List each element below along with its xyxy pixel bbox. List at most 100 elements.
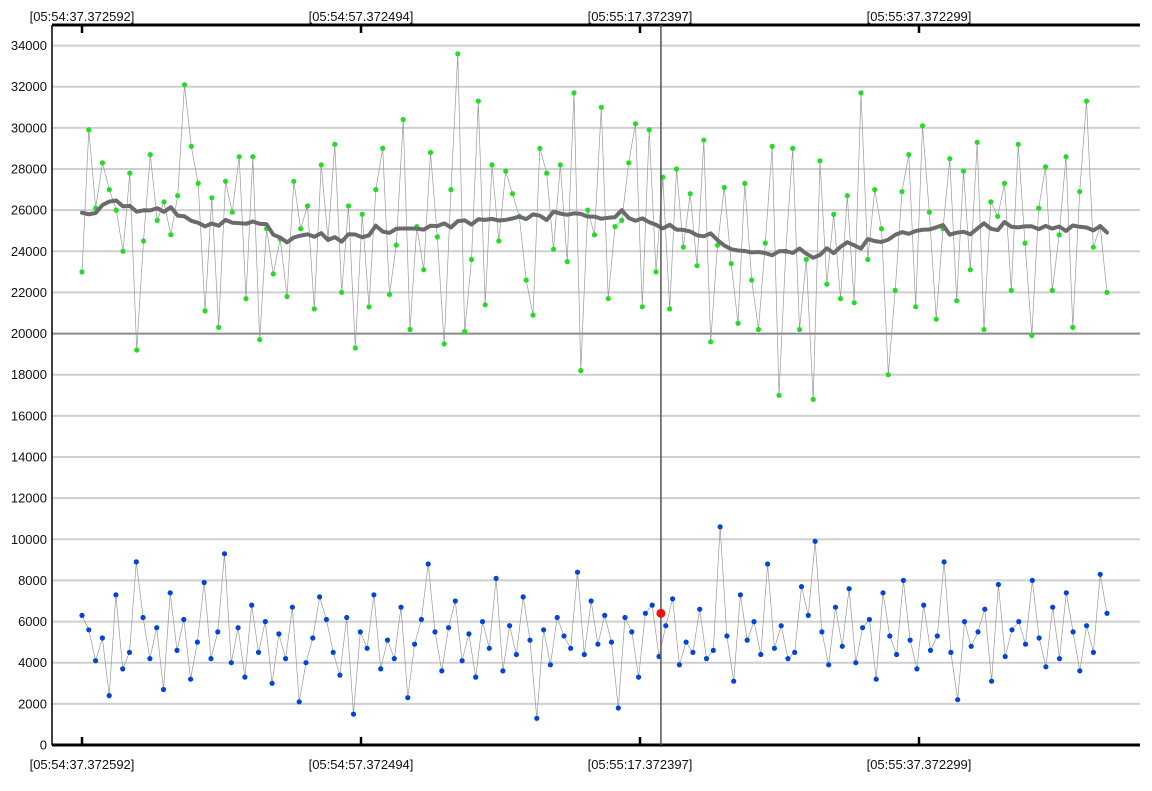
lower-series-point bbox=[1097, 571, 1103, 577]
y-tick-label: 30000 bbox=[11, 120, 47, 135]
lower-series-point bbox=[608, 639, 615, 645]
upper-series-point bbox=[216, 324, 222, 330]
lower-series-point bbox=[1036, 635, 1042, 641]
lower-series-point bbox=[697, 606, 703, 612]
lower-series-point bbox=[724, 633, 730, 639]
lower-series-point bbox=[357, 629, 363, 635]
upper-series-point bbox=[817, 158, 823, 164]
upper-series-point bbox=[270, 271, 276, 277]
lower-series-point bbox=[507, 623, 513, 629]
lower-series-point bbox=[717, 524, 723, 530]
lower-series-point bbox=[235, 625, 241, 631]
upper-series-point bbox=[468, 256, 475, 263]
lower-series-point bbox=[961, 619, 968, 625]
lower-series-point bbox=[982, 606, 988, 612]
lower-series-point bbox=[174, 647, 180, 654]
upper-series-point bbox=[755, 326, 762, 333]
lower-series-point bbox=[1029, 577, 1035, 584]
upper-series-point bbox=[509, 191, 516, 197]
lower-series-point bbox=[1084, 623, 1090, 629]
lower-series-point bbox=[513, 651, 520, 658]
upper-series-point bbox=[865, 256, 871, 263]
lower-series-point bbox=[649, 602, 655, 608]
lower-series-point bbox=[269, 680, 275, 686]
lower-series-point bbox=[785, 656, 791, 662]
upper-series-point bbox=[537, 145, 543, 151]
upper-series-point bbox=[1008, 287, 1014, 293]
lower-series-point bbox=[249, 602, 255, 608]
lower-series-point bbox=[663, 623, 669, 629]
upper-series-point bbox=[728, 261, 734, 267]
upper-series-point bbox=[427, 149, 434, 156]
upper-series-point bbox=[708, 339, 714, 345]
upper-series-point bbox=[981, 326, 987, 333]
upper-series-point bbox=[345, 203, 352, 209]
lower-series-point bbox=[323, 616, 329, 623]
lower-series-point bbox=[975, 629, 981, 635]
upper-series-point bbox=[86, 127, 92, 133]
crosshair-cursor[interactable] bbox=[656, 25, 666, 745]
upper-series-point bbox=[844, 193, 850, 199]
upper-series-point bbox=[694, 263, 700, 269]
upper-series-point bbox=[1029, 333, 1035, 339]
y-axis-ticks: 0 2000 4000 6000 8000 10000 12000 14000 16000 180… bbox=[11, 38, 47, 752]
lower-series-point bbox=[1070, 629, 1076, 635]
lower-series-point bbox=[418, 616, 424, 623]
lower-series-point bbox=[853, 660, 859, 666]
lower-series-point bbox=[126, 649, 133, 656]
lower-series-point bbox=[1090, 649, 1096, 656]
x-tick-label-top: [05:55:17.372397] bbox=[588, 9, 693, 24]
upper-series-point bbox=[380, 145, 386, 151]
selected-point[interactable] bbox=[656, 608, 666, 618]
upper-series-point bbox=[99, 160, 106, 166]
lower-series-point bbox=[968, 643, 974, 649]
lower-series-point bbox=[93, 658, 99, 664]
lower-series-point bbox=[710, 647, 716, 654]
upper-series-point bbox=[407, 326, 413, 333]
lower-series-point bbox=[140, 614, 146, 621]
upper-series-point bbox=[1015, 141, 1021, 147]
upper-series-point bbox=[154, 217, 160, 223]
upper-series-point bbox=[373, 187, 379, 193]
lower-series-point bbox=[221, 551, 228, 557]
x-tick-label-bottom: [05:54:57.372494] bbox=[309, 757, 414, 772]
lower-series-point bbox=[371, 592, 377, 598]
upper-series-point bbox=[824, 281, 830, 287]
upper-series-point bbox=[386, 291, 393, 298]
upper-series-point bbox=[591, 232, 598, 238]
lower-series-point bbox=[194, 639, 200, 645]
upper-series-point bbox=[475, 98, 481, 104]
lower-series-point bbox=[208, 656, 214, 662]
upper-series-point bbox=[605, 296, 611, 302]
upper-series-point bbox=[359, 211, 365, 217]
upper-series-point bbox=[776, 392, 782, 398]
lower-series-point bbox=[676, 662, 683, 668]
lower-series-point bbox=[866, 616, 873, 623]
plot-area bbox=[79, 51, 1110, 721]
upper-series-point bbox=[872, 187, 878, 193]
upper-series-point bbox=[632, 121, 639, 127]
lower-series-point bbox=[188, 676, 194, 682]
lower-series-point bbox=[955, 697, 961, 703]
lower-series-point bbox=[425, 561, 431, 567]
upper-series-point bbox=[188, 143, 194, 149]
upper-series-point bbox=[673, 166, 680, 172]
y-tick-label: 2000 bbox=[18, 696, 47, 711]
upper-series-point bbox=[947, 156, 953, 162]
lower-series-point bbox=[595, 641, 601, 647]
upper-series-point bbox=[168, 232, 174, 238]
upper-series-point bbox=[796, 326, 803, 333]
lower-series-point bbox=[228, 660, 234, 666]
lower-series-point bbox=[486, 645, 492, 651]
upper-series-point bbox=[701, 137, 707, 143]
lower-series-point bbox=[473, 674, 479, 680]
upper-series-point bbox=[175, 193, 181, 199]
lower-series-point bbox=[479, 619, 486, 625]
lower-series-point bbox=[744, 637, 750, 643]
upper-series-point bbox=[557, 162, 563, 168]
lower-series-point bbox=[927, 647, 934, 654]
lower-series-point bbox=[310, 635, 316, 641]
upper-series-point bbox=[79, 269, 85, 275]
lower-series-point bbox=[629, 629, 635, 635]
